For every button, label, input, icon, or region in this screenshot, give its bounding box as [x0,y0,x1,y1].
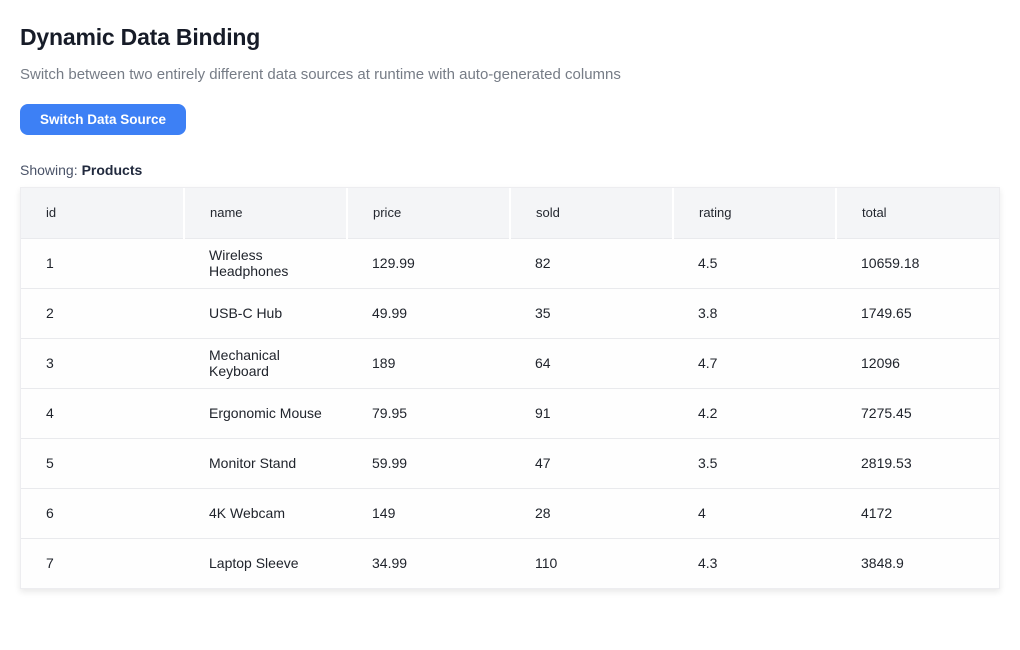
cell-id: 6 [21,487,184,539]
table-row: 6 4K Webcam 149 28 4 4172 [21,487,999,539]
page: Dynamic Data Binding Switch between two … [20,24,1000,590]
column-header-total: total [835,188,999,239]
table-row: 3 Mechanical Keyboard 189 64 4.7 12096 [21,337,999,389]
cell-sold: 47 [510,437,673,489]
page-title: Dynamic Data Binding [20,24,261,50]
showing-label: Showing: [20,162,78,179]
page-subtitle: Switch between two entirely different da… [20,65,621,83]
cell-rating: 4.7 [673,337,836,389]
data-table: id name price sold rating total 1 Wireless Hea… [20,187,1000,590]
cell-id: 4 [21,387,184,439]
cell-rating: 4.2 [673,387,836,439]
cell-sold: 91 [510,387,673,439]
showing-value: Products [81,162,143,179]
cell-total: 4172 [836,487,999,539]
cell-price: 149 [347,487,510,539]
cell-rating: 4.5 [673,237,836,289]
column-header-sold: sold [509,188,673,239]
table-row: 4 Ergonomic Mouse 79.95 91 4.2 7275.45 [21,387,999,439]
cell-rating: 4.3 [673,537,836,589]
cell-rating: 4 [673,487,836,539]
cell-total: 12096 [836,337,999,389]
cell-total: 3848.9 [836,537,999,589]
showing-line: Showing: Products [20,162,1000,178]
cell-name: 4K Webcam [184,487,347,539]
cell-total: 2819.53 [836,437,999,489]
cell-id: 3 [21,337,184,389]
column-header-rating: rating [672,188,836,239]
cell-sold: 64 [510,337,673,389]
table-row: 1 Wireless Headphones 129.99 82 4.5 10659.18 [21,237,999,289]
cell-total: 7275.45 [836,387,999,439]
cell-price: 49.99 [347,287,510,339]
cell-price: 129.99 [347,237,510,289]
cell-id: 5 [21,437,184,489]
table-row: 2 USB-C Hub 49.99 35 3.8 1749.65 [21,287,999,339]
cell-price: 189 [347,337,510,389]
column-header-name: name [183,188,347,239]
cell-price: 59.99 [347,437,510,489]
table-header-row: id name price sold rating total [21,188,999,239]
products-table: id name price sold rating total 1 Wireless Hea… [21,188,999,589]
cell-sold: 110 [510,537,673,589]
column-header-price: price [346,188,510,239]
table-row: 5 Monitor Stand 59.99 47 3.5 2819.53 [21,437,999,489]
cell-id: 2 [21,287,184,339]
cell-sold: 82 [510,237,673,289]
cell-total: 10659.18 [836,237,999,289]
cell-total: 1749.65 [836,287,999,339]
table-header: id name price sold rating total [21,188,999,239]
cell-rating: 3.5 [673,437,836,489]
cell-name: Monitor Stand [184,437,347,489]
switch-data-source-button[interactable]: Switch Data Source [20,104,187,136]
cell-name: USB-C Hub [184,287,347,339]
cell-name: Laptop Sleeve [184,537,347,589]
cell-rating: 3.8 [673,287,836,339]
cell-id: 7 [21,537,184,589]
table-row: 7 Laptop Sleeve 34.99 110 4.3 3848.9 [21,537,999,589]
cell-name: Wireless Headphones [184,237,347,289]
cell-price: 79.95 [347,387,510,439]
cell-price: 34.99 [347,537,510,589]
table-body: 1 Wireless Headphones 129.99 82 4.5 10659.18 2… [21,237,999,589]
cell-sold: 35 [510,287,673,339]
cell-sold: 28 [510,487,673,539]
cell-name: Ergonomic Mouse [184,387,347,439]
cell-id: 1 [21,237,184,289]
cell-name: Mechanical Keyboard [184,337,347,389]
column-header-id: id [21,188,184,239]
